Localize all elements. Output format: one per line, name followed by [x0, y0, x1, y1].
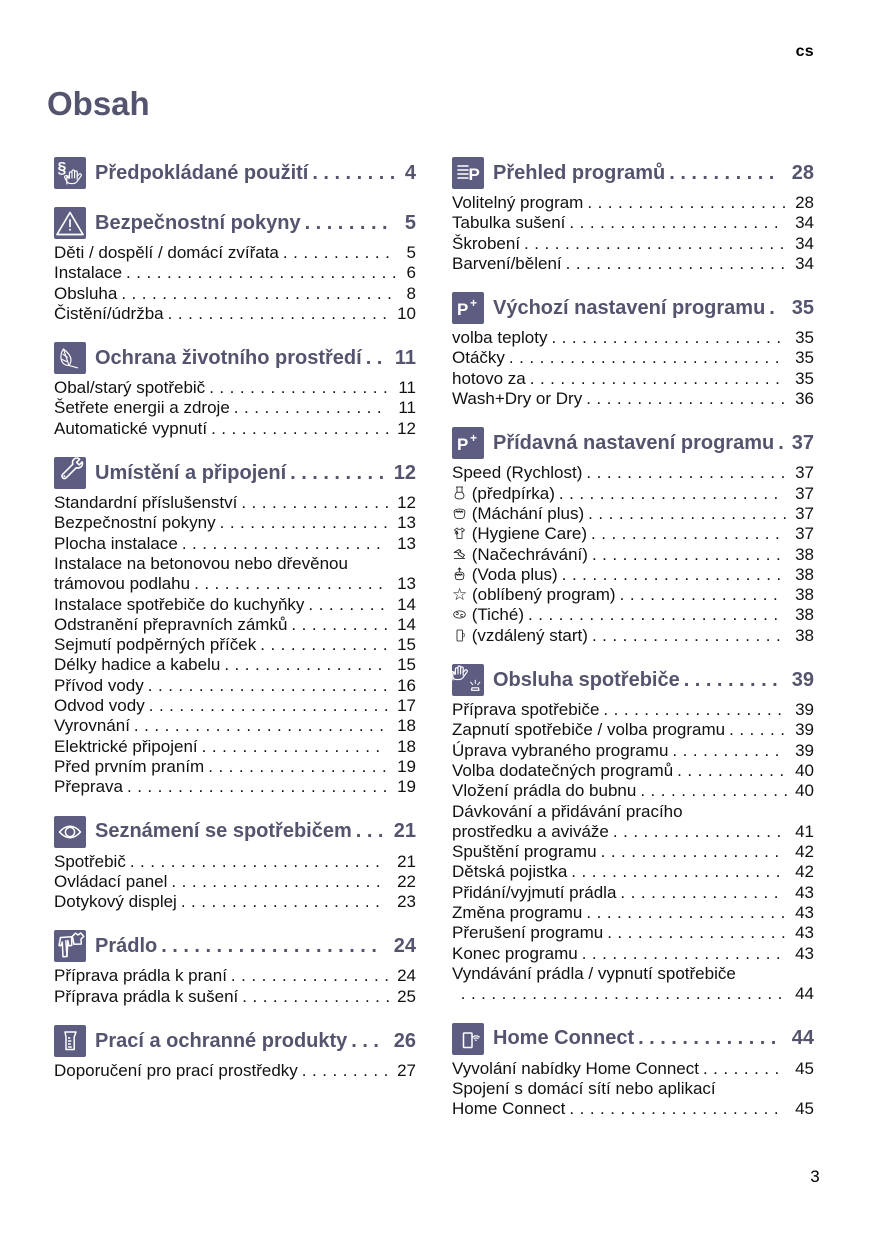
svg-text:+: +	[470, 431, 477, 445]
svg-text:P: P	[469, 165, 480, 184]
svg-text:P: P	[457, 300, 468, 319]
svg-text:P: P	[457, 435, 468, 454]
svg-text:§: §	[58, 160, 67, 177]
svg-text:+: +	[470, 296, 477, 310]
